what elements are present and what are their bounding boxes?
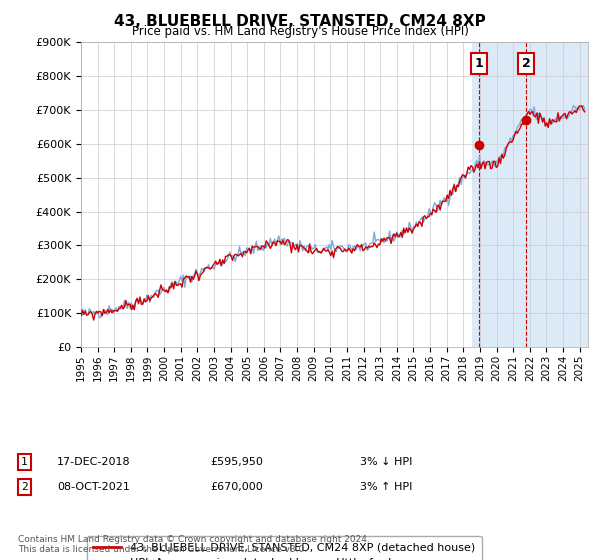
Text: £670,000: £670,000	[210, 482, 263, 492]
Text: 2: 2	[521, 57, 530, 70]
Text: Contains HM Land Registry data © Crown copyright and database right 2024.
This d: Contains HM Land Registry data © Crown c…	[18, 535, 370, 554]
Text: 3% ↓ HPI: 3% ↓ HPI	[360, 457, 412, 467]
Bar	[472, 42, 588, 347]
Text: 08-OCT-2021: 08-OCT-2021	[57, 482, 130, 492]
Text: 1: 1	[21, 457, 28, 467]
Text: 1: 1	[475, 57, 484, 70]
Text: 43, BLUEBELL DRIVE, STANSTED, CM24 8XP: 43, BLUEBELL DRIVE, STANSTED, CM24 8XP	[114, 14, 486, 29]
Legend: 43, BLUEBELL DRIVE, STANSTED, CM24 8XP (detached house), HPI: Average price, det: 43, BLUEBELL DRIVE, STANSTED, CM24 8XP (…	[86, 536, 482, 560]
Text: 17-DEC-2018: 17-DEC-2018	[57, 457, 131, 467]
Text: 3% ↑ HPI: 3% ↑ HPI	[360, 482, 412, 492]
Text: 2: 2	[21, 482, 28, 492]
Text: £595,950: £595,950	[210, 457, 263, 467]
Text: Price paid vs. HM Land Registry's House Price Index (HPI): Price paid vs. HM Land Registry's House …	[131, 25, 469, 38]
